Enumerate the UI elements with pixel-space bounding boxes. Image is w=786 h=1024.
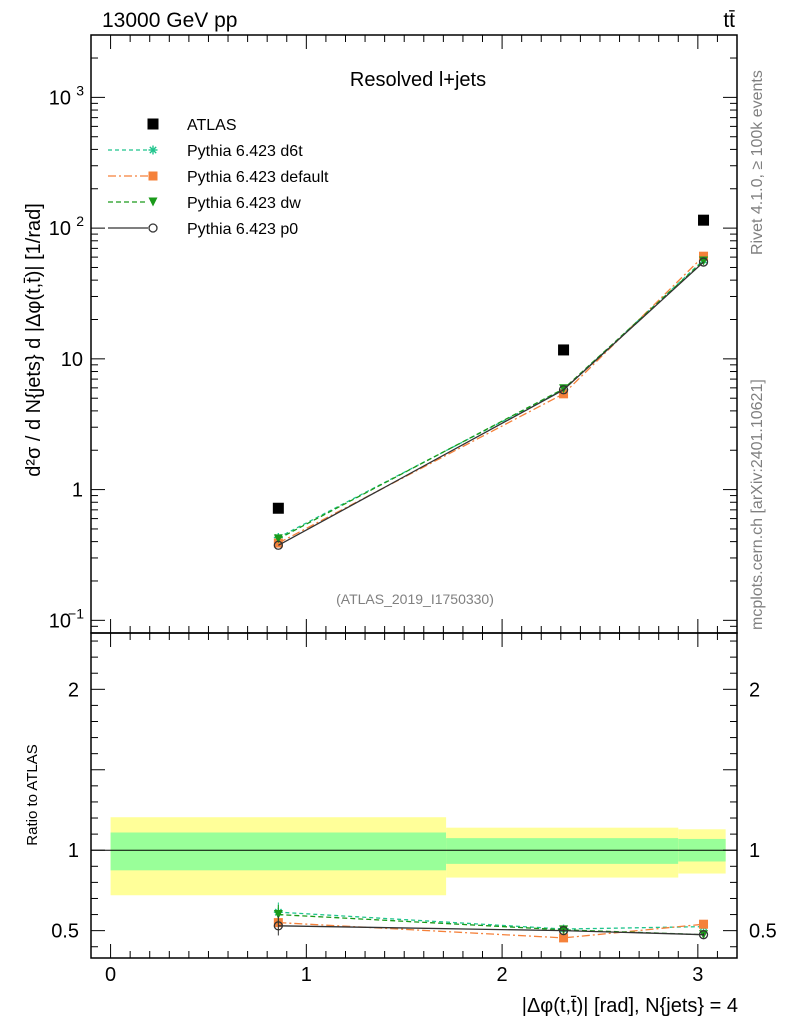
y-tick-exponent: 2 [76,213,84,229]
legend-label-atlas: ATLAS [187,117,237,134]
series-line-default [278,255,704,544]
point-default [699,251,709,261]
point-p0 [558,385,569,395]
point-p0 [273,540,283,550]
y-tick-label: 10 [49,87,71,109]
series-line-p0 [278,261,704,546]
ratio-point-p0 [558,925,569,936]
ratio-point-dw [273,910,283,920]
ratio-y-tick-label-right: 2 [749,679,760,701]
mcplots-label: mcplots.cern.ch [arXiv:2401.10621] [749,379,766,630]
point-atlas [558,344,570,356]
y-tick-label: 10 [49,610,71,632]
legend-label-dw: Pythia 6.423 dw [187,195,301,212]
ratio-line-default [278,921,704,939]
ratio-y-tick-label: 0.5 [51,921,79,943]
legend-label-default: Pythia 6.423 default [187,169,329,186]
plot-title: Resolved l+jets [350,69,486,91]
ratio-line-d6t [278,911,704,930]
y-tick-exponent: 3 [76,82,84,98]
main-y-axis-label: d²σ / d N{jets} d |Δφ(t,t̄)| [1/rad] [23,203,45,477]
rivet-version-label: Rivet 4.1.0, ≥ 100k events [749,70,766,255]
x-axis-label: |Δφ(t,t̄)| [rad], N{jets} = 4 [522,995,738,1017]
ratio-point-p0 [273,921,283,931]
legend: ATLAS Pythia 6.423 d6t Pythia 6.423 defaul… [108,117,329,238]
star-stroke [149,146,157,154]
ratio-panel: 0 1 2 3 0.5 0.5 1 1 2 2 [51,35,777,986]
x-tick-label: 2 [497,964,508,986]
ratio-y-tick-label-right: 1 [749,840,760,862]
legend-marker-atlas [147,118,159,130]
x-tick-label: 0 [105,964,116,986]
y-tick-label: 10 [49,218,71,240]
uncertainty-band-inner [110,832,447,871]
point-dw [273,534,283,544]
ratio-line-p0 [278,925,704,936]
analysis-watermark: (ATLAS_2019_I1750330) [336,591,494,607]
series-line-d6t [278,259,704,539]
ratio-y-tick-label: 1 [68,840,79,862]
legend-label-p0: Pythia 6.423 p0 [187,221,298,238]
point-atlas [272,502,284,514]
series-line-dw [278,260,704,540]
ratio-point-default [559,933,569,943]
x-tick-label: 3 [692,964,703,986]
point-atlas [698,214,710,226]
legend-marker-p0 [148,223,158,233]
legend-label-d6t: Pythia 6.423 d6t [187,143,303,160]
x-tick-label: 1 [301,964,312,986]
y-tick-label: 10 [61,349,83,371]
header-process-label: tt̄ [723,9,735,32]
ratio-point-default [699,919,709,929]
ratio-y-tick-label-right: 0.5 [749,921,777,943]
y-tick-exponent: −1 [68,605,84,621]
legend-marker-default [148,171,158,181]
legend-marker-dw [148,197,158,207]
point-p0 [698,257,709,267]
y-tick-label: 1 [72,480,83,502]
uncertainty-band-inner [446,838,679,864]
ratio-frame [90,632,738,959]
ratio-y-axis-label: Ratio to ATLAS [24,744,41,845]
legend-marker-d6t [148,145,158,155]
ratio-point-p0 [698,930,709,940]
header-energy-label: 13000 GeV pp [102,9,237,32]
ratio-y-tick-label: 2 [68,679,79,701]
